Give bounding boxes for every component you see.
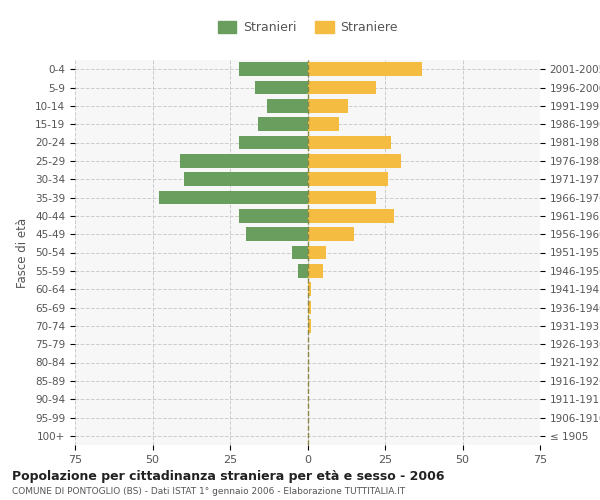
Legend: Stranieri, Straniere: Stranieri, Straniere [212, 16, 403, 39]
Bar [267, 99, 308, 112]
Bar [308, 209, 394, 222]
Bar [308, 282, 311, 296]
Bar [158, 190, 308, 204]
Bar [298, 264, 308, 278]
Bar [245, 228, 308, 241]
Y-axis label: Fasce di età: Fasce di età [16, 218, 29, 288]
Bar [239, 136, 308, 149]
Bar [308, 62, 422, 76]
Bar [308, 228, 354, 241]
Bar [292, 246, 308, 260]
Bar [239, 209, 308, 222]
Bar [308, 264, 323, 278]
Bar [255, 80, 308, 94]
Text: COMUNE DI PONTOGLIO (BS) - Dati ISTAT 1° gennaio 2006 - Elaborazione TUTTITALIA.: COMUNE DI PONTOGLIO (BS) - Dati ISTAT 1°… [12, 488, 405, 496]
Bar [239, 62, 308, 76]
Bar [308, 190, 376, 204]
Text: Popolazione per cittadinanza straniera per età e sesso - 2006: Popolazione per cittadinanza straniera p… [12, 470, 445, 483]
Bar [308, 136, 391, 149]
Bar [308, 80, 376, 94]
Bar [184, 172, 308, 186]
Bar [308, 300, 311, 314]
Bar [308, 319, 311, 332]
Bar [308, 118, 338, 131]
Bar [308, 99, 348, 112]
Bar [181, 154, 308, 168]
Bar [308, 154, 401, 168]
Bar [308, 172, 388, 186]
Bar [258, 118, 308, 131]
Bar [308, 246, 326, 260]
